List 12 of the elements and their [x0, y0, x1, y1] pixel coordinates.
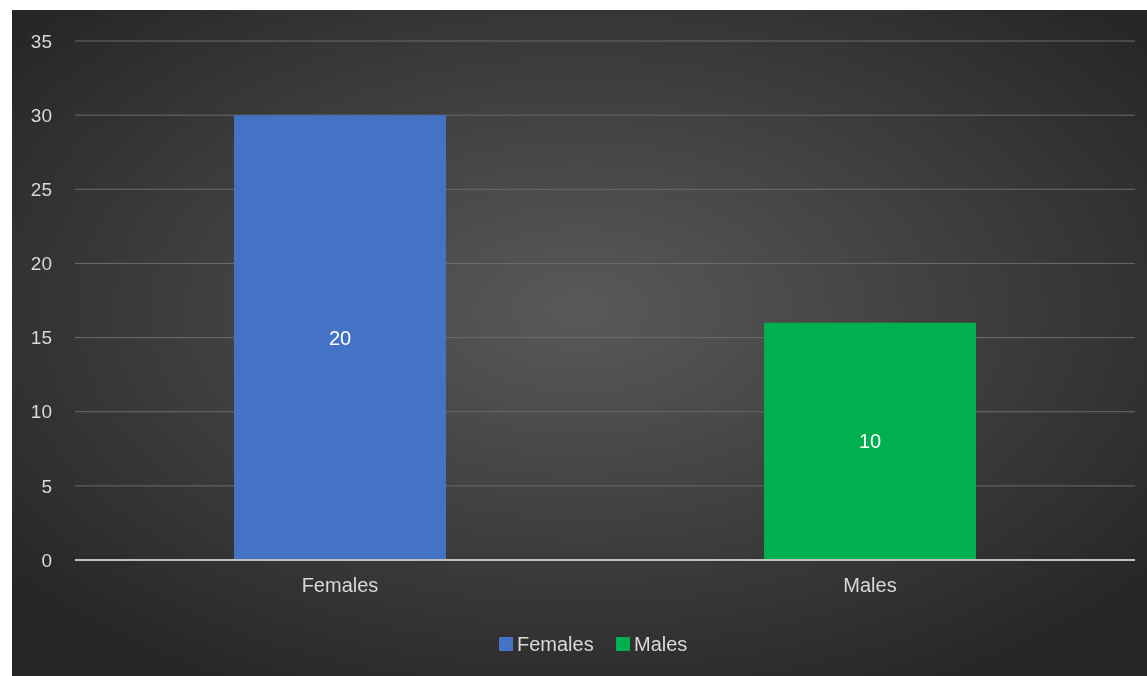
y-tick-label: 20	[30, 253, 52, 275]
legend-label: Males	[634, 633, 688, 655]
y-tick-label: 5	[41, 475, 52, 497]
annotation: 20	[328, 326, 352, 349]
y-tick-label: 25	[30, 178, 52, 200]
y-tick-label: 0	[41, 549, 52, 571]
annotation: 10	[858, 430, 882, 453]
legend-label: Females	[517, 633, 594, 655]
y-tick-label: 35	[30, 30, 52, 52]
y-tick-label: 15	[30, 327, 52, 349]
y-tick-label: 30	[30, 104, 52, 126]
y-tick-label: 10	[30, 401, 52, 423]
